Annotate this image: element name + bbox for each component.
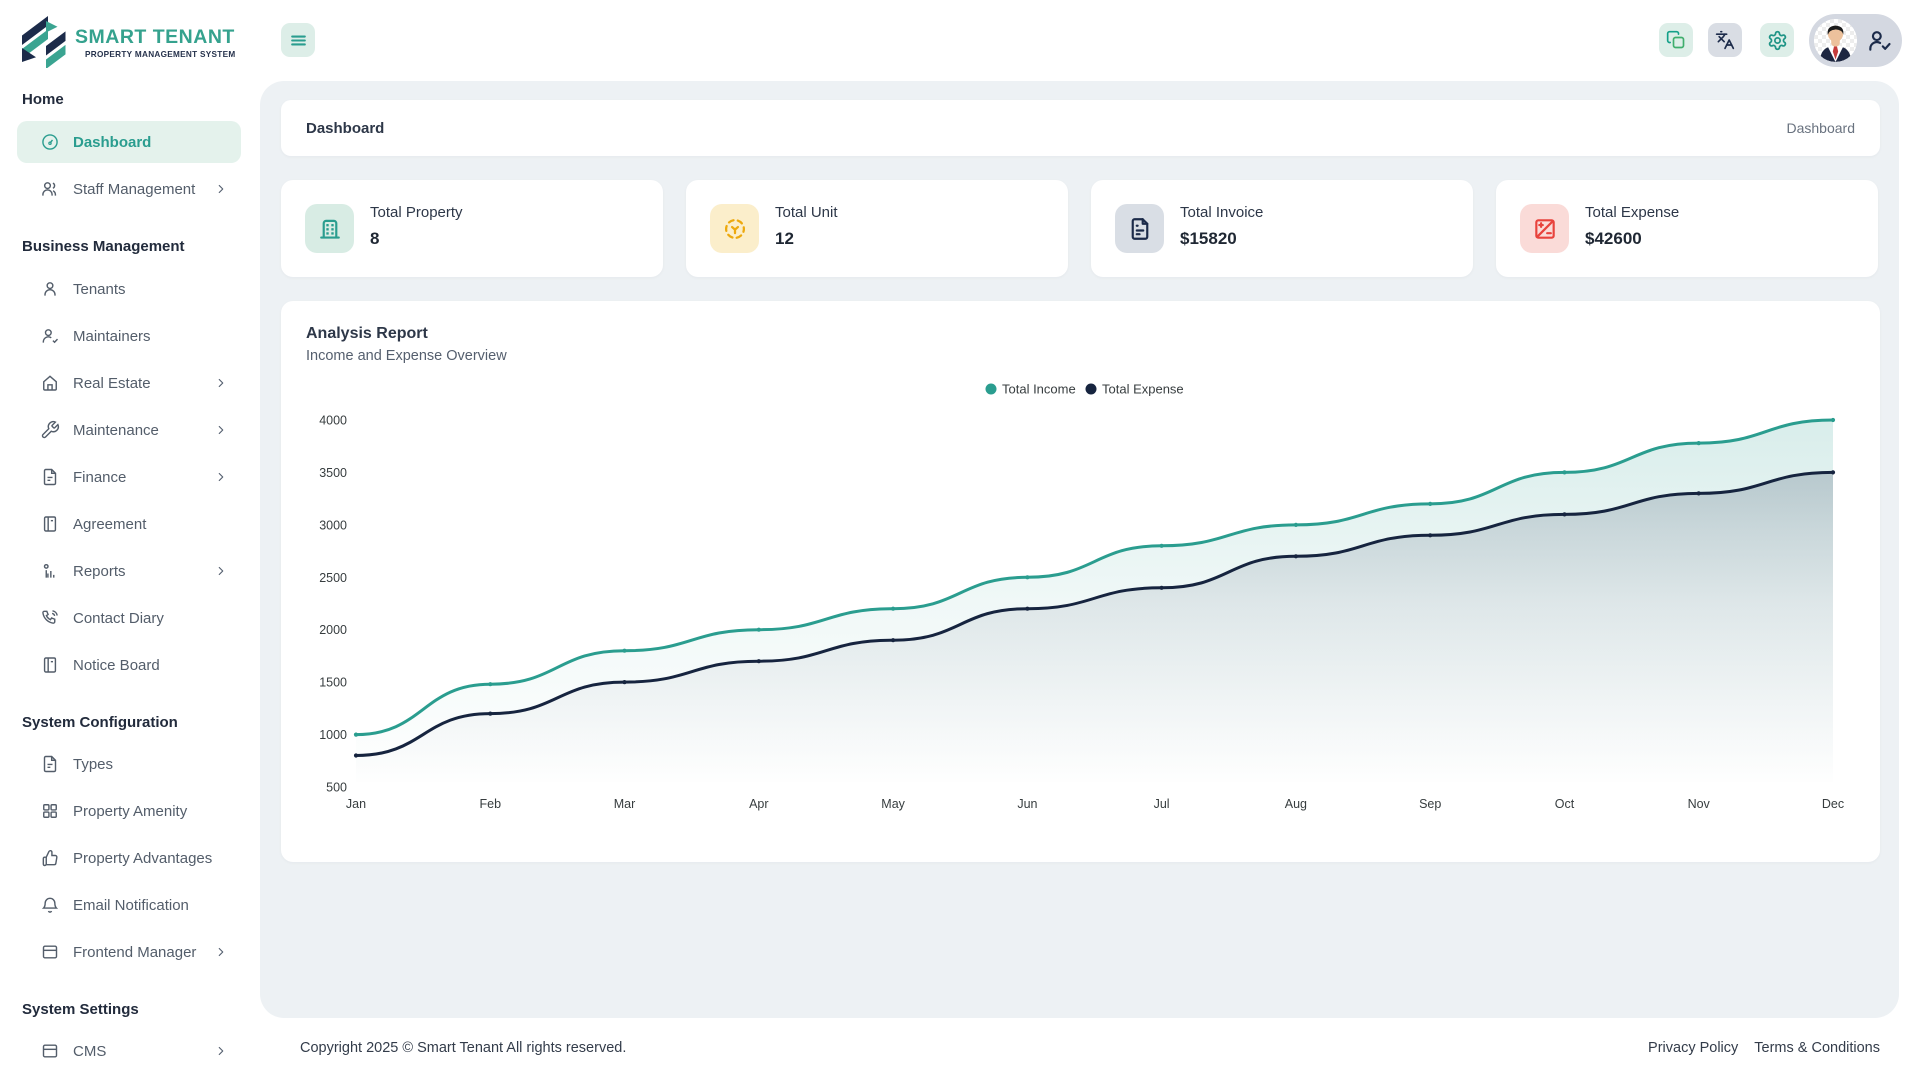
svg-text:Aug: Aug	[1285, 797, 1307, 811]
svg-text:Apr: Apr	[749, 797, 768, 811]
svg-text:Nov: Nov	[1688, 797, 1711, 811]
svg-text:4000: 4000	[319, 414, 347, 428]
svg-text:May: May	[881, 797, 905, 811]
svg-text:Dec: Dec	[1822, 797, 1844, 811]
svg-text:3500: 3500	[319, 466, 347, 480]
svg-text:2000: 2000	[319, 623, 347, 637]
svg-text:Jul: Jul	[1154, 797, 1170, 811]
svg-text:500: 500	[326, 781, 347, 795]
svg-text:Jan: Jan	[346, 797, 366, 811]
svg-text:3000: 3000	[319, 518, 347, 532]
svg-text:Mar: Mar	[614, 797, 636, 811]
svg-text:Sep: Sep	[1419, 797, 1441, 811]
svg-text:Feb: Feb	[480, 797, 502, 811]
svg-text:Jun: Jun	[1017, 797, 1037, 811]
svg-text:Total Expense: Total Expense	[1102, 382, 1184, 397]
svg-text:2500: 2500	[319, 571, 347, 585]
svg-text:Total Income: Total Income	[1002, 382, 1076, 397]
svg-text:Oct: Oct	[1555, 797, 1575, 811]
svg-text:1000: 1000	[319, 728, 347, 742]
svg-text:1500: 1500	[319, 676, 347, 690]
